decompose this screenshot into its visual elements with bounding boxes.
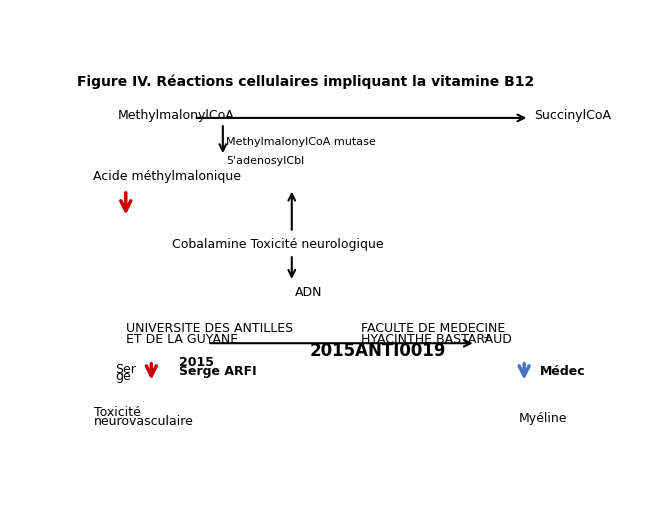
Text: Figure IV. Réactions cellulaires impliquant la vitamine B12: Figure IV. Réactions cellulaires impliqu…	[77, 74, 534, 89]
Text: MethylmalonylCoA mutase: MethylmalonylCoA mutase	[227, 137, 376, 147]
Text: neurovasculaire: neurovasculaire	[94, 414, 194, 428]
Text: Toxicité: Toxicité	[94, 406, 140, 419]
Text: Acide méthylmalonique: Acide méthylmalonique	[92, 170, 241, 182]
Text: ge: ge	[115, 370, 131, 383]
Text: Serge ARFI: Serge ARFI	[179, 365, 257, 378]
Text: Cobalamine Toxicité neurologique: Cobalamine Toxicité neurologique	[172, 238, 384, 251]
Text: UNIVERSITE DES ANTILLES: UNIVERSITE DES ANTILLES	[126, 321, 293, 335]
Text: MethylmalonylCoA: MethylmalonylCoA	[118, 109, 235, 121]
Text: Ser: Ser	[115, 362, 136, 376]
Text: +: +	[483, 334, 492, 343]
Text: Médec: Médec	[540, 364, 585, 378]
Text: HYACINTHE BASTARAUD: HYACINTHE BASTARAUD	[360, 334, 511, 346]
Text: 5'adenosylCbl: 5'adenosylCbl	[227, 156, 304, 166]
Text: ET DE LA GUYANE: ET DE LA GUYANE	[126, 334, 238, 346]
Text: SuccinylCoA: SuccinylCoA	[534, 109, 612, 121]
Text: 2015ANTI0019: 2015ANTI0019	[310, 343, 446, 360]
Text: FACULTE DE MEDECINE: FACULTE DE MEDECINE	[360, 321, 505, 335]
Text: 2015: 2015	[179, 356, 214, 369]
Text: ADN: ADN	[295, 286, 323, 299]
Text: Myéline: Myéline	[519, 412, 567, 425]
